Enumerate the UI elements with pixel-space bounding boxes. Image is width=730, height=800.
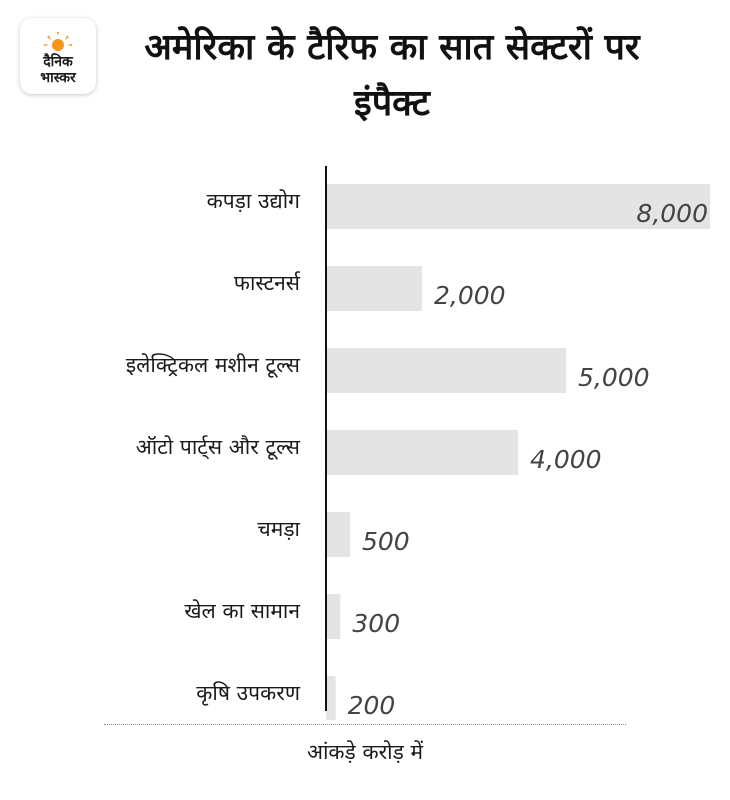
bar [326, 430, 518, 475]
value-label: 5,000 [578, 363, 650, 392]
value-label: 4,000 [530, 445, 602, 474]
sun-icon [44, 32, 72, 51]
bar [326, 676, 336, 720]
value-label: 200 [348, 691, 396, 720]
value-label: 8,000 [636, 199, 708, 228]
value-label: 2,000 [434, 281, 506, 310]
category-label: इलेक्ट्रिकल मशीन टूल्स [126, 353, 301, 378]
bar [326, 512, 350, 557]
bar [326, 184, 710, 229]
footer-divider [104, 724, 626, 725]
value-label: 500 [362, 527, 410, 556]
category-label: कृषि उपकरण [196, 681, 301, 706]
unit-note: आंकड़े करोड़ में [306, 740, 424, 764]
dainik-bhaskar-logo: दैनिक भास्कर [20, 18, 96, 94]
logo-text-line1: दैनिक [43, 54, 73, 70]
bar [326, 594, 341, 639]
chart-title: अमेरिका के टैरिफ का सात सेक्टरों पर इंपै… [144, 27, 640, 124]
bar-chart: कपड़ा उद्योग 8,000 फास्टनर्स 2,000 इलेक्ट्रि… [126, 166, 710, 720]
bar [326, 348, 566, 393]
logo-text-line2: भास्कर [40, 70, 76, 86]
bar [326, 266, 422, 311]
category-label: चमड़ा [257, 517, 300, 541]
category-label: ऑटो पार्ट्स और टूल्स [136, 435, 301, 460]
category-label: कपड़ा उद्योग [207, 189, 302, 213]
category-label: खेल का सामान [184, 599, 300, 623]
category-label: फास्टनर्स [234, 271, 301, 295]
value-label: 300 [352, 609, 400, 638]
